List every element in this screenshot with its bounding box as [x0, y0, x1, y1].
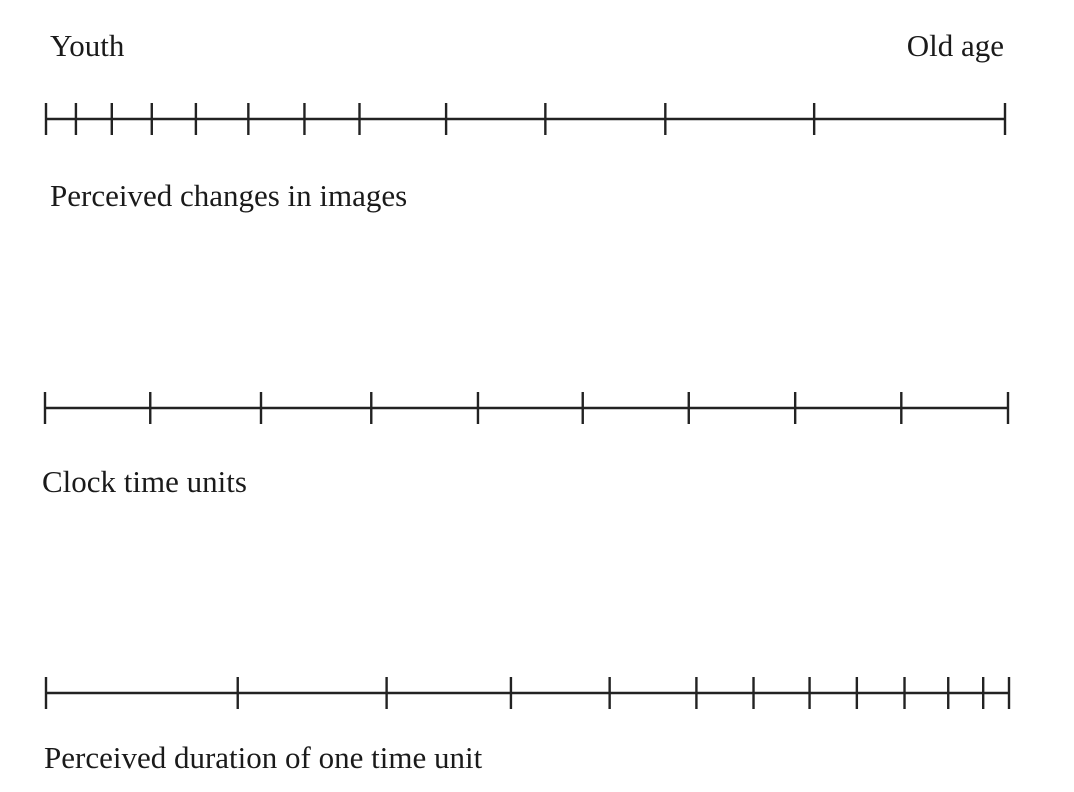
- scale-perceived-duration: [44, 677, 1011, 709]
- youth-label: Youth: [50, 28, 125, 63]
- scale-label-perceived-changes: Perceived changes in images: [50, 178, 408, 213]
- scale-label-perceived-duration: Perceived duration of one time unit: [44, 740, 483, 775]
- scale-label-clock-time-units: Clock time units: [42, 464, 247, 499]
- scale-clock-time-units: [43, 392, 1010, 424]
- old-age-label: Old age: [906, 28, 1004, 63]
- scale-perceived-changes: [44, 103, 1007, 135]
